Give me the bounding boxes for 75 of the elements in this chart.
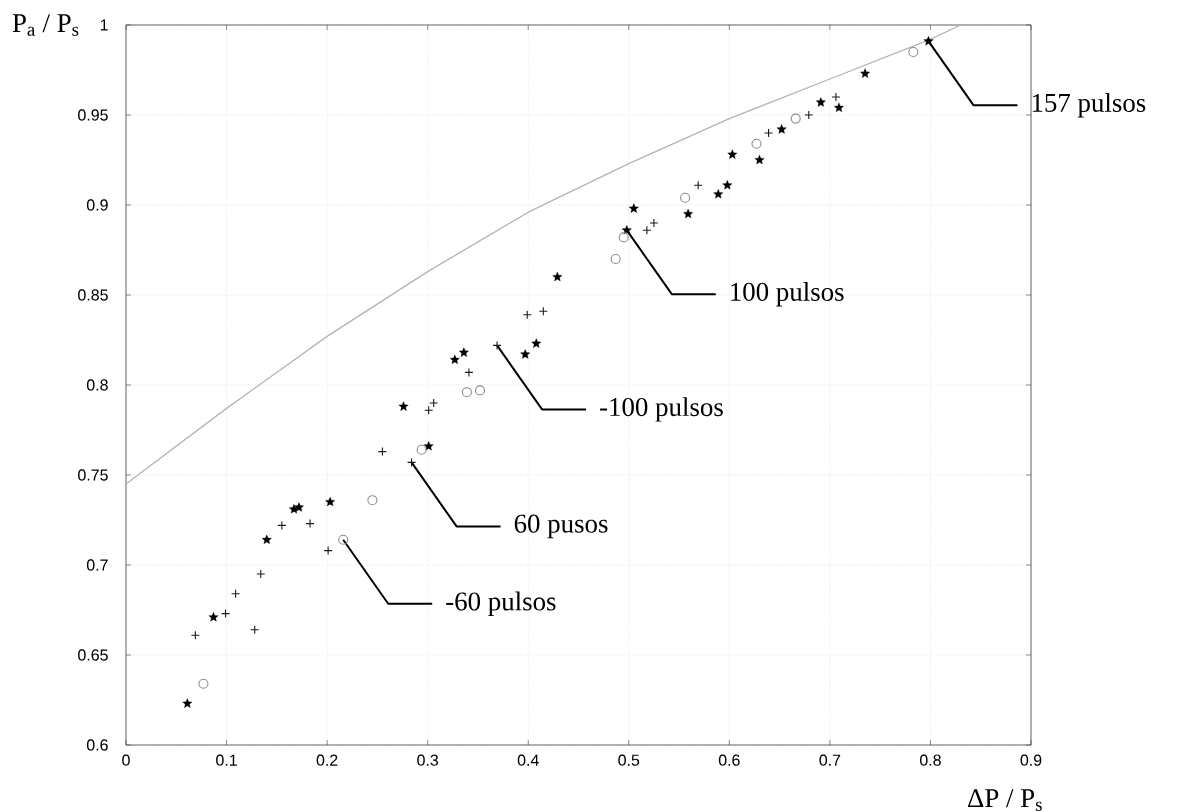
- point: [815, 97, 826, 107]
- point: [610, 253, 621, 265]
- point: [325, 496, 336, 507]
- point: [367, 495, 378, 506]
- point: [323, 546, 333, 556]
- point: [338, 534, 349, 545]
- point: [860, 68, 870, 78]
- point: [552, 271, 563, 282]
- annotation: -100 pulsos: [600, 397, 723, 422]
- y-tick-label: 0.6: [86, 739, 108, 751]
- point: [492, 340, 502, 350]
- point: [754, 154, 765, 165]
- y-tick-label: 0.75: [78, 469, 108, 481]
- point: [649, 218, 659, 228]
- point: [722, 180, 733, 190]
- point: [429, 398, 439, 408]
- point: [520, 349, 531, 359]
- point: [831, 92, 841, 102]
- point: [790, 113, 801, 124]
- point: [423, 441, 434, 451]
- x-tick-label: 0.2: [316, 754, 338, 766]
- annotation: -60 pulsos: [446, 591, 556, 616]
- point: [751, 138, 762, 149]
- point: [531, 338, 542, 348]
- y-tick-label: 0.7: [86, 559, 108, 571]
- point: [461, 387, 472, 398]
- x-tick-label: 0.8: [920, 754, 941, 766]
- point: [680, 192, 691, 203]
- point: [683, 208, 694, 219]
- point: [776, 124, 787, 134]
- point: [764, 128, 774, 138]
- point: [804, 110, 814, 120]
- y-tick-label: 0.95: [78, 109, 108, 121]
- point: [834, 102, 844, 112]
- x-tick-label: 0.7: [819, 754, 841, 766]
- point: [398, 401, 409, 411]
- point: [628, 203, 639, 213]
- point: [464, 367, 474, 377]
- line-series: [125, 24, 962, 485]
- x-tick-label: 0.6: [718, 754, 740, 766]
- point: [208, 612, 219, 622]
- point: [908, 46, 919, 58]
- y-tick-label: 0.85: [78, 289, 108, 301]
- point: [277, 520, 287, 530]
- point: [449, 354, 460, 364]
- point: [713, 189, 724, 199]
- y-tick-label: 0.65: [78, 649, 108, 661]
- point: [642, 225, 652, 235]
- point: [458, 347, 469, 357]
- point: [182, 698, 193, 708]
- point: [923, 36, 934, 46]
- point: [416, 444, 427, 455]
- annotation: 157 pulsos: [1032, 92, 1146, 118]
- point: [256, 569, 266, 579]
- point: [621, 225, 632, 235]
- x-tick-label: 0.1: [216, 754, 237, 766]
- annotation: 100 pulsos: [731, 281, 844, 307]
- point: [261, 534, 272, 544]
- x-tick-label: 0: [122, 754, 130, 766]
- y-tick-label: 0.8: [86, 379, 108, 391]
- x-tick-label: 0.5: [618, 754, 640, 766]
- x-tick-label: 0.9: [1020, 754, 1042, 766]
- x-tick-label: 0.3: [417, 754, 439, 766]
- point: [294, 502, 304, 512]
- point: [727, 149, 738, 159]
- y-axis-title: P$_{a}$ / P$_{s}$: [12, 14, 79, 36]
- point: [474, 385, 486, 396]
- point: [618, 232, 629, 243]
- x-tick-label: 0.4: [517, 754, 539, 766]
- x-axis-title: ΔP / P$_{s}$: [968, 789, 1042, 811]
- point: [198, 678, 209, 689]
- y-tick-label: 0.9: [86, 199, 108, 211]
- y-tick-label: 1: [100, 19, 108, 31]
- annotation: 60 pusos: [514, 514, 608, 539]
- point: [305, 519, 315, 529]
